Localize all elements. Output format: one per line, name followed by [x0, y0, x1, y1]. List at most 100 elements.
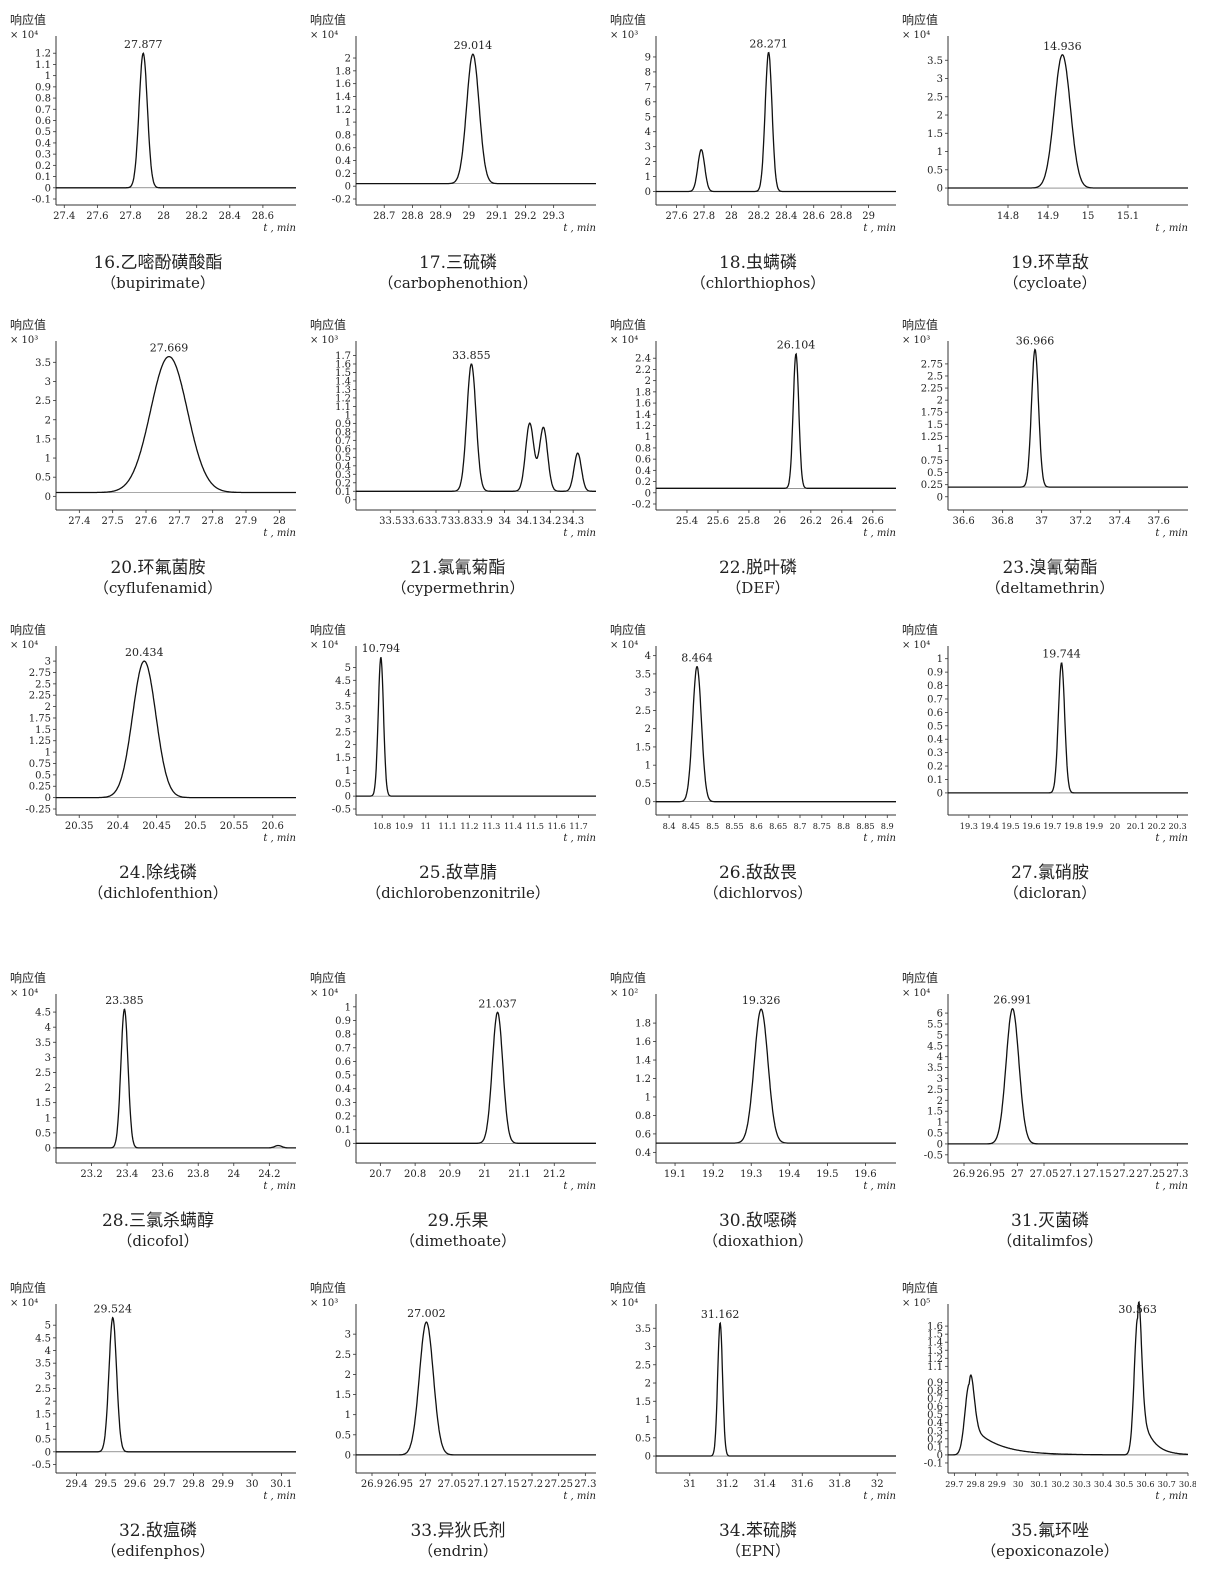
x-tick-label: 27.3 — [574, 1479, 596, 1490]
y-tick-label: 3.5 — [35, 358, 51, 369]
y-tick-label: 2 — [937, 1096, 943, 1107]
peak-label: 28.271 — [749, 37, 788, 50]
y-axis-label: 响应值 — [310, 317, 346, 332]
y-tick-label: 1 — [45, 748, 51, 759]
y-tick-label: 0.1 — [927, 775, 943, 786]
y-tick-label: 0 — [45, 793, 51, 804]
y-scale-label: × 10⁴ — [310, 640, 338, 651]
x-tick-label: 8.8 — [837, 821, 850, 831]
chart-title: 23.溴氰菊酯 — [1002, 558, 1098, 578]
x-tick-label: 27.8 — [119, 211, 141, 222]
x-axis-unit: t , min — [563, 223, 596, 234]
chart-panel-32: 响应值 × 10⁴ -0.5 0 0.5 1 1.5 2 2.5 3 3.5 4 4.5 5 29.4 29.… — [8, 1278, 308, 1568]
chart-title: 21.氯氰菊酯 — [410, 558, 506, 578]
x-tick-label: 26.95 — [384, 1479, 413, 1490]
chart-subtitle: （endrin） — [418, 1542, 498, 1560]
y-tick-label: 2 — [937, 111, 943, 122]
y-tick-label: 1.7 — [335, 351, 351, 362]
x-tick-label: 33.5 — [379, 516, 401, 527]
x-tick-label: 11.5 — [526, 821, 544, 831]
x-axis-unit: t , min — [263, 833, 296, 844]
chart-title: 27.氯硝胺 — [1010, 863, 1090, 883]
y-tick-label: 0 — [345, 1139, 351, 1150]
peak-label: 33.855 — [452, 349, 491, 362]
peak-label: 27.002 — [407, 1307, 446, 1320]
peak-label: 27.877 — [124, 38, 163, 51]
x-tick-label: 31.4 — [754, 1479, 776, 1490]
y-tick-label: 0 — [937, 1139, 943, 1150]
y-axis-label: 响应值 — [310, 1280, 346, 1295]
y-tick-label: 0.3 — [927, 748, 943, 759]
x-tick-label: 28.4 — [775, 211, 797, 222]
y-tick-label: 1.5 — [35, 1098, 51, 1109]
y-axis-label: 响应值 — [610, 970, 646, 985]
y-tick-label: 0.9 — [335, 1016, 351, 1027]
x-tick-label: 20.8 — [404, 1169, 426, 1180]
y-tick-label: 2 — [345, 1370, 351, 1381]
y-tick-label: 3.5 — [635, 1324, 651, 1335]
x-tick-label: 19.8 — [1064, 821, 1082, 831]
y-tick-label: 3 — [345, 1330, 351, 1341]
chromatogram-28: 响应值 × 10⁴ 0 0.5 1 1.5 2 2.5 3 3.5 4 4.5 23.2 23.4 23.6… — [10, 970, 296, 1192]
x-tick-label: 11.4 — [504, 821, 522, 831]
y-tick-label: 2 — [645, 724, 651, 735]
peak-label: 14.936 — [1043, 40, 1082, 53]
y-tick-label: 0.5 — [335, 1430, 351, 1441]
x-tick-label: 29.8 — [966, 1479, 984, 1489]
x-tick-label: 19.4 — [981, 821, 999, 831]
y-tick-label: 3 — [645, 142, 651, 153]
chart-panel-19: 响应值 × 10⁴ 0 0.5 1 1.5 2 2.5 3 3.5 14.8 14.9 15 15.1 t … — [900, 10, 1200, 300]
x-tick-label: 27.1 — [468, 1479, 490, 1490]
x-tick-label: 26 — [774, 516, 787, 527]
y-tick-label: 1.25 — [29, 736, 51, 747]
y-tick-label: 0.1 — [335, 487, 351, 498]
x-axis-unit: t , min — [863, 833, 896, 844]
x-tick-label: 8.85 — [856, 821, 874, 831]
y-tick-label: 0.6 — [635, 455, 651, 466]
x-tick-label: 30 — [246, 1479, 259, 1490]
y-tick-label: 3 — [937, 1074, 943, 1085]
y-tick-label: -0.1 — [924, 1458, 943, 1469]
chromatogram-trace — [356, 53, 596, 185]
x-tick-label: 15.1 — [1117, 211, 1139, 222]
y-tick-label: 1.3 — [927, 1346, 943, 1357]
x-tick-label: 8.6 — [750, 821, 763, 831]
chart-title: 29.乐果 — [427, 1211, 489, 1231]
x-tick-label: 27.2 — [521, 1479, 543, 1490]
chart-subtitle: （dichlorvos） — [703, 884, 813, 902]
x-tick-label: 21.1 — [508, 1169, 530, 1180]
y-tick-label: 0.9 — [927, 1378, 943, 1389]
y-tick-label: 1.4 — [635, 410, 651, 421]
y-tick-label: 0.8 — [927, 681, 943, 692]
chart-panel-30: 响应值 × 10² 0.4 0.6 0.8 1 1.2 1.4 1.6 1.8 19.1 19.2 19… — [608, 968, 908, 1258]
chart-panel-31: 响应值 × 10⁴ -0.5 0 0.5 1 1.5 2 2.5 3 3.5 4 4.5 5 5.5 6 26.… — [900, 968, 1200, 1258]
y-tick-label: 1 — [937, 1118, 943, 1129]
y-tick-label: 1.8 — [635, 387, 651, 398]
y-scale-label: × 10⁴ — [610, 640, 638, 651]
y-tick-label: 5.5 — [927, 1019, 943, 1030]
y-tick-label: 1 — [45, 71, 51, 82]
x-axis-unit: t , min — [563, 833, 596, 844]
y-tick-label: 0.6 — [335, 143, 351, 154]
y-scale-label: × 10⁴ — [902, 640, 930, 651]
peak-label: 36.966 — [1016, 334, 1055, 347]
y-tick-label: 1.5 — [927, 1107, 943, 1118]
peak-label: 21.037 — [478, 997, 516, 1010]
y-tick-label: 4.5 — [927, 1041, 943, 1052]
chart-title: 33.异狄氏剂 — [410, 1521, 506, 1541]
x-axis-unit: t , min — [863, 528, 896, 539]
y-tick-label: 0.3 — [927, 1426, 943, 1437]
x-tick-label: 14.8 — [997, 211, 1019, 222]
y-tick-label: 0 — [937, 788, 943, 799]
x-tick-label: 19.3 — [960, 821, 978, 831]
chart-subtitle: （DEF） — [726, 579, 790, 597]
chromatogram-trace — [356, 656, 596, 797]
chart-subtitle: （carbophenothion） — [378, 274, 538, 292]
y-tick-label: 1.75 — [29, 713, 51, 724]
y-tick-label: 1.4 — [335, 376, 351, 387]
x-tick-label: 27.05 — [1030, 1169, 1059, 1180]
y-scale-label: × 10⁴ — [902, 988, 930, 999]
x-tick-label: 29.4 — [65, 1479, 87, 1490]
y-tick-label: 0 — [45, 183, 51, 194]
